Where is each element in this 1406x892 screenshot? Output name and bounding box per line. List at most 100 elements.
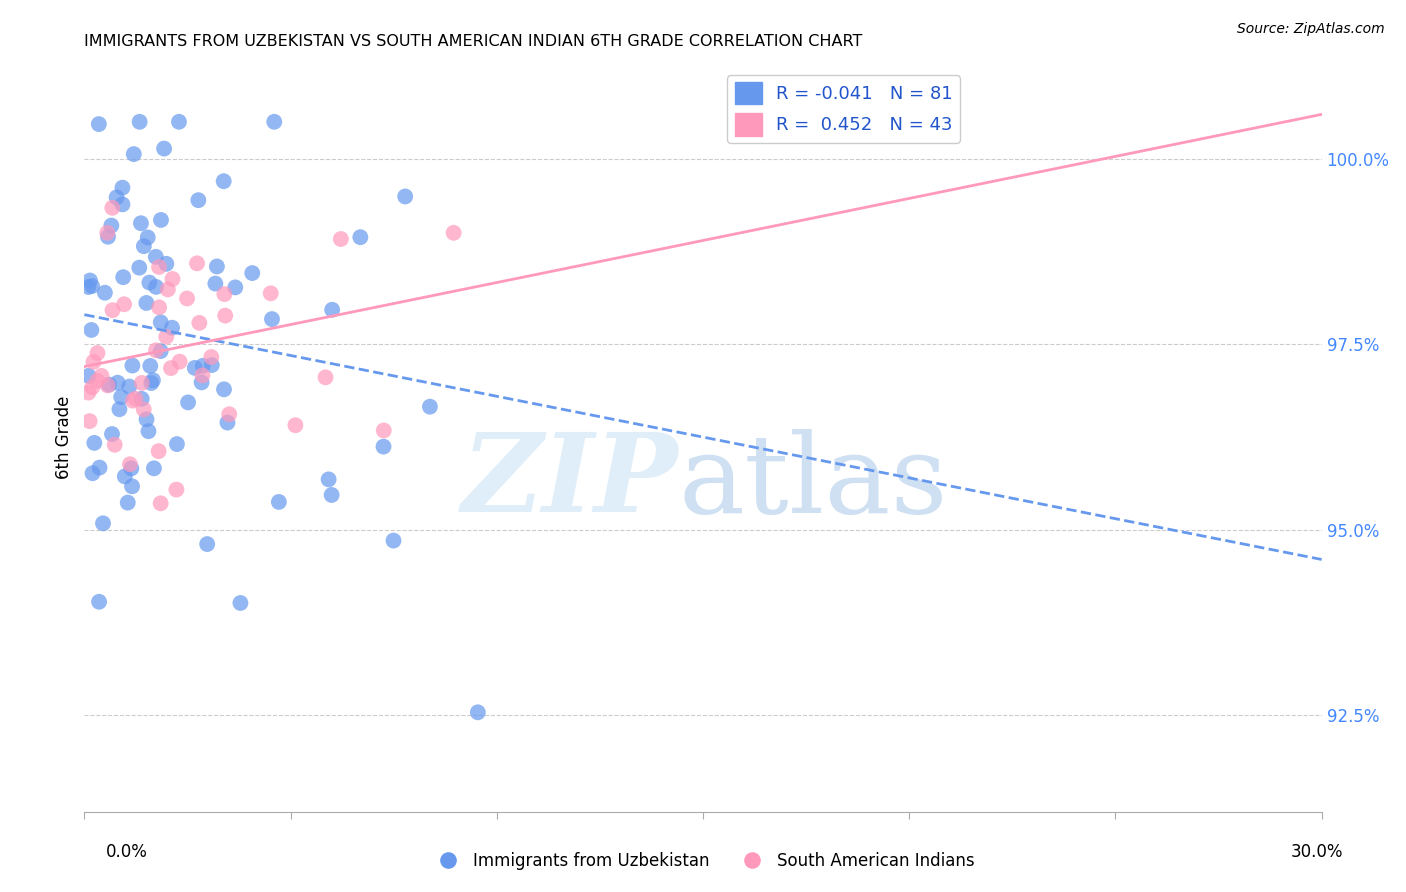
Point (82, 355, 104, 369)
Point (79, 414, 101, 428)
Point (112, 270, 135, 285)
Point (204, 277, 226, 291)
Text: 0.0%: 0.0% (105, 843, 148, 861)
Point (190, 376, 212, 390)
Point (229, 596, 252, 610)
Point (162, 272, 184, 286)
Point (214, 287, 236, 301)
Point (205, 260, 228, 274)
Point (148, 260, 170, 274)
Point (167, 115, 190, 129)
Point (101, 303, 124, 318)
Point (131, 376, 153, 390)
Text: ZIP: ZIP (461, 428, 678, 536)
Point (149, 496, 172, 510)
Y-axis label: 6th Grade: 6th Grade (55, 395, 73, 479)
Point (160, 361, 183, 376)
Point (373, 424, 395, 438)
Point (165, 483, 187, 497)
Text: 30.0%: 30.0% (1291, 843, 1343, 861)
Point (121, 359, 143, 373)
Point (124, 392, 146, 406)
Point (195, 537, 218, 551)
Point (118, 379, 141, 393)
Point (82, 380, 104, 394)
Point (86, 374, 108, 388)
Point (118, 457, 141, 471)
Point (111, 180, 134, 194)
Point (318, 472, 340, 486)
Point (97, 378, 120, 392)
Text: Source: ZipAtlas.com: Source: ZipAtlas.com (1237, 22, 1385, 37)
Point (148, 301, 170, 315)
Point (212, 174, 235, 188)
Point (160, 320, 183, 334)
Point (122, 393, 145, 408)
Point (128, 260, 150, 275)
Point (224, 280, 246, 294)
Point (177, 395, 200, 409)
Point (191, 368, 214, 383)
Point (184, 360, 207, 375)
Point (128, 115, 150, 129)
Point (284, 418, 307, 433)
Point (240, 266, 263, 280)
Point (145, 250, 167, 264)
Point (96, 226, 118, 240)
Point (80, 279, 103, 293)
Point (91, 516, 114, 531)
Point (82, 467, 104, 481)
Point (94, 285, 117, 300)
Point (155, 257, 177, 271)
Point (110, 390, 132, 404)
Text: IMMIGRANTS FROM UZBEKISTAN VS SOUTH AMERICAN INDIAN 6TH GRADE CORRELATION CHART: IMMIGRANTS FROM UZBEKISTAN VS SOUTH AMER… (84, 34, 863, 49)
Point (129, 216, 152, 230)
Point (329, 232, 352, 246)
Point (90, 368, 112, 383)
Point (467, 706, 489, 720)
Point (214, 309, 236, 323)
Point (169, 354, 191, 368)
Point (97, 229, 120, 244)
Point (79, 273, 101, 287)
Point (191, 359, 214, 373)
Point (122, 147, 145, 161)
Point (176, 292, 198, 306)
Point (104, 438, 127, 452)
Point (80, 323, 103, 337)
Point (321, 302, 343, 317)
Point (382, 533, 405, 548)
Point (87, 117, 110, 131)
Point (263, 115, 285, 129)
Point (443, 226, 465, 240)
Point (156, 282, 179, 296)
Point (136, 230, 159, 244)
Point (260, 286, 283, 301)
Point (114, 469, 136, 483)
Point (153, 142, 176, 156)
Point (89, 460, 111, 475)
Point (139, 359, 162, 373)
Point (218, 407, 240, 421)
Point (321, 488, 343, 502)
Point (315, 370, 337, 384)
Point (149, 315, 172, 329)
Point (166, 437, 188, 451)
Legend: Immigrants from Uzbekistan, South American Indians: Immigrants from Uzbekistan, South Americ… (425, 846, 981, 877)
Point (135, 296, 157, 310)
Point (108, 402, 131, 417)
Point (77, 368, 100, 383)
Point (419, 400, 441, 414)
Point (86, 346, 108, 360)
Point (87, 595, 110, 609)
Point (149, 213, 172, 227)
Point (131, 392, 153, 406)
Legend: R = -0.041   N = 81, R =  0.452   N = 43: R = -0.041 N = 81, R = 0.452 N = 43 (727, 75, 960, 143)
Point (121, 479, 143, 493)
Point (101, 201, 124, 215)
Point (200, 350, 222, 364)
Point (142, 461, 165, 475)
Point (107, 376, 129, 390)
Point (138, 424, 160, 438)
Point (217, 416, 239, 430)
